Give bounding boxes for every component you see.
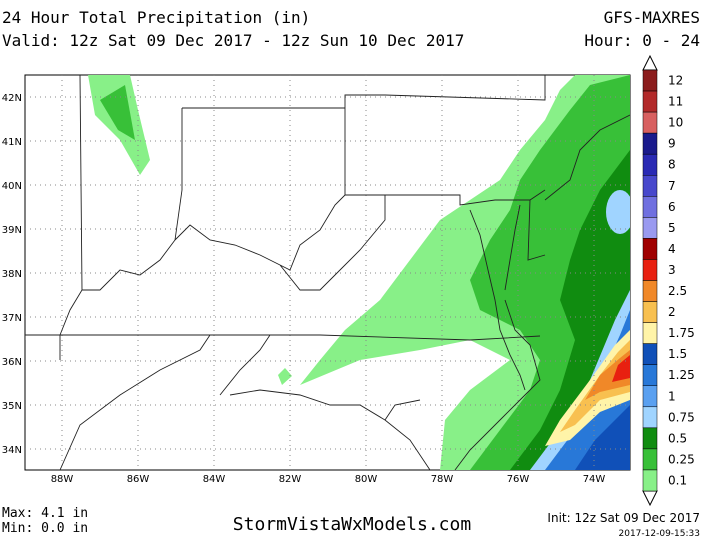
colorbar-label: 3 xyxy=(668,263,676,277)
max-value: Max: 4.1 in xyxy=(2,506,88,521)
colorbar-label: 2 xyxy=(668,305,676,319)
colorbar-cell xyxy=(642,259,658,281)
colorbar-label: 7 xyxy=(668,179,676,193)
colorbar-cell xyxy=(642,301,658,323)
colorbar-cell xyxy=(642,217,658,239)
longitude-label: 86W xyxy=(127,474,150,485)
colorbar-label: 10 xyxy=(668,116,683,130)
colorbar-label: 0.1 xyxy=(668,473,687,487)
colorbar-label: 8 xyxy=(668,158,676,172)
colorbar-bottom-arrow xyxy=(642,490,658,507)
latitude-label: 39N xyxy=(2,225,22,236)
latitude-label: 42N xyxy=(2,93,22,104)
colorbar-label: 1.25 xyxy=(668,368,695,382)
colorbar-top-arrow xyxy=(642,54,658,71)
colorbar-cell xyxy=(642,343,658,365)
longitude-label: 78W xyxy=(431,474,454,485)
min-value: Min: 0.0 in xyxy=(2,521,88,536)
colorbar-cell xyxy=(642,364,658,387)
longitude-label: 84W xyxy=(203,474,226,485)
colorbar-label: 0.25 xyxy=(668,452,695,466)
colorbar-cell xyxy=(642,427,658,450)
longitude-label: 76W xyxy=(507,474,530,485)
latitude-label: 34N xyxy=(2,445,22,456)
colorbar-label: 0.5 xyxy=(668,431,687,445)
colorbar-label: 1.75 xyxy=(668,326,695,340)
title: 24 Hour Total Precipitation (in) xyxy=(2,8,310,27)
colorbar-label: 1.5 xyxy=(668,347,687,361)
colorbar-label: 12 xyxy=(668,74,683,88)
colorbar-cell xyxy=(642,111,658,134)
colorbar-label: 9 xyxy=(668,137,676,151)
colorbar-cell xyxy=(642,469,658,492)
colorbar-label: 2.5 xyxy=(668,284,687,298)
colorbar-label: 11 xyxy=(668,95,683,109)
latitude-label: 41N xyxy=(2,137,22,148)
precip-fields xyxy=(88,75,630,470)
colorbar-cell xyxy=(642,132,658,155)
timestamp: 2017-12-09-15:33 xyxy=(619,529,701,539)
site-name: StormVistaWxModels.com xyxy=(233,514,471,535)
colorbar-cell xyxy=(642,90,658,113)
colorbar-cell xyxy=(642,280,658,302)
colorbar-cell xyxy=(642,385,658,408)
colorbar-cell xyxy=(642,69,658,92)
colorbar-cell xyxy=(642,238,658,260)
latitude-label: 40N xyxy=(2,181,22,192)
valid-time: Valid: 12z Sat 09 Dec 2017 - 12z Sun 10 … xyxy=(2,31,464,50)
colorbar-cell xyxy=(642,448,658,471)
longitude-label: 80W xyxy=(355,474,378,485)
colorbar-label: 6 xyxy=(668,200,676,214)
colorbar-cell xyxy=(642,406,658,429)
colorbar-cell xyxy=(642,153,658,176)
longitude-label: 82W xyxy=(279,474,302,485)
latitude-label: 37N xyxy=(2,313,22,324)
colorbar-label: 1 xyxy=(668,389,676,403)
longitude-label: 74W xyxy=(583,474,606,485)
colorbar-label: 0.75 xyxy=(668,410,695,424)
borders xyxy=(25,75,630,470)
model-name: GFS-MAXRES xyxy=(604,8,700,27)
longitude-label: 88W xyxy=(51,474,74,485)
latitude-label: 38N xyxy=(2,269,22,280)
init-time: Init: 12z Sat 09 Dec 2017 xyxy=(547,511,700,525)
colorbar: 12 11 10 9 8 7 6 5 4 3 2.5 2 1.75 1.5 1.25 1 0.75 0.5 0.25… xyxy=(642,54,695,507)
colorbar-label: 4 xyxy=(668,242,676,256)
colorbar-label: 5 xyxy=(668,221,676,235)
forecast-hours: Hour: 0 - 24 xyxy=(584,31,700,50)
colorbar-cell xyxy=(642,322,658,344)
latitude-label: 36N xyxy=(2,357,22,368)
latitude-label: 35N xyxy=(2,401,22,412)
colorbar-cell xyxy=(642,196,658,218)
map xyxy=(24,74,631,471)
graticule xyxy=(25,75,630,470)
colorbar-cell xyxy=(642,175,658,197)
